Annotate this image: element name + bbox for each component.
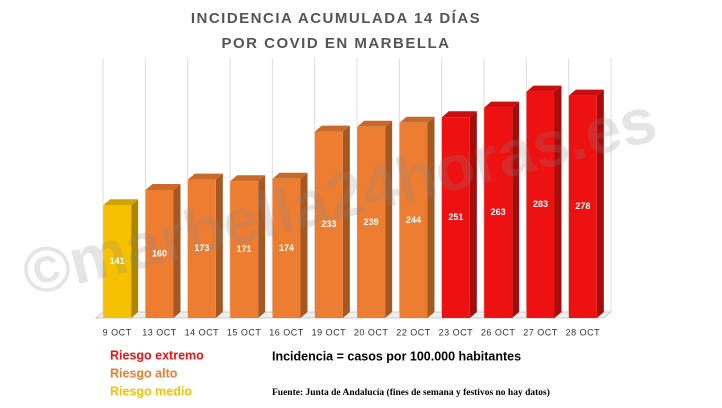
x-tick-label: 15 OCT <box>227 327 262 337</box>
bar <box>272 172 308 318</box>
bar-side <box>342 125 350 318</box>
bar-front <box>314 131 343 318</box>
data-label: 174 <box>279 243 294 253</box>
bar <box>526 85 562 318</box>
bar-front <box>357 126 386 318</box>
bar-top <box>526 85 562 92</box>
x-tick-label: 22 OCT <box>396 327 431 337</box>
data-label: 141 <box>110 256 125 266</box>
bar <box>357 120 393 318</box>
bar-top <box>145 184 181 190</box>
bar-front <box>103 205 132 318</box>
data-label: 233 <box>321 219 336 229</box>
plot-wall <box>94 58 613 319</box>
x-tick-label: 13 OCT <box>142 327 177 337</box>
bar-side <box>469 111 477 318</box>
bar-side <box>554 85 562 318</box>
bar-side <box>173 184 181 318</box>
bar <box>399 116 435 318</box>
x-tick-label: 20 OCT <box>354 327 389 337</box>
source: Fuente: Junta de Andalucía (fines de sem… <box>272 387 550 398</box>
legend-entry: Riesgo medio <box>110 384 192 398</box>
bar-top <box>314 125 350 132</box>
data-label: 160 <box>152 248 167 258</box>
data-label: 263 <box>491 207 506 217</box>
bars <box>103 85 604 318</box>
bar-front <box>568 95 597 318</box>
bar-top <box>484 101 520 108</box>
bar <box>314 125 350 318</box>
bar-front <box>399 122 428 318</box>
bar-front <box>484 107 513 318</box>
data-label: 244 <box>406 215 421 225</box>
bar-front <box>526 91 555 318</box>
bar-top <box>441 111 477 118</box>
x-tick-label: 23 OCT <box>439 327 474 337</box>
bar-front <box>187 179 216 318</box>
floor <box>94 311 613 319</box>
bar <box>230 175 266 318</box>
bar-side <box>596 89 604 318</box>
x-tick-label: 14 OCT <box>185 327 220 337</box>
data-label: 173 <box>194 243 209 253</box>
bar <box>568 89 604 318</box>
chart-title: POR COVID EN MARBELLA <box>221 35 450 52</box>
bar-top <box>230 175 266 182</box>
bar-top <box>103 199 139 206</box>
bar-top <box>568 89 604 96</box>
bar-top <box>357 120 393 127</box>
bar-side <box>131 199 139 318</box>
bar <box>103 199 139 318</box>
bar-front <box>441 117 470 318</box>
bar <box>441 111 477 318</box>
bar <box>187 173 223 318</box>
bar-side <box>385 120 393 318</box>
bar <box>145 184 181 318</box>
data-label: 251 <box>448 212 463 222</box>
note: Incidencia = casos por 100.000 habitante… <box>272 349 521 363</box>
legend-entry: Riesgo extremo <box>110 348 204 362</box>
x-tick-label: 27 OCT <box>523 327 558 337</box>
data-label: 283 <box>533 199 548 209</box>
bar-front <box>272 178 301 318</box>
bar-side <box>258 175 266 318</box>
x-tick-label: 26 OCT <box>481 327 516 337</box>
bar-side <box>300 172 308 318</box>
x-tick-label: 9 OCT <box>103 327 132 337</box>
data-label: 239 <box>364 217 379 227</box>
bar-side <box>512 101 520 318</box>
bar-side <box>215 173 223 318</box>
x-tick-label: 28 OCT <box>566 327 601 337</box>
legend-entry: Riesgo alto <box>110 366 178 380</box>
bar-top <box>272 172 308 179</box>
x-tick-label: 19 OCT <box>312 327 347 337</box>
bar-front <box>145 190 174 318</box>
data-label: 171 <box>237 244 252 254</box>
chart-title: INCIDENCIA ACUMULADA 14 DÍAS <box>191 10 481 27</box>
bar-top <box>399 116 435 123</box>
bar <box>484 101 520 318</box>
data-label: 278 <box>575 201 590 211</box>
bar-top <box>187 173 223 180</box>
bar-side <box>427 116 435 318</box>
x-tick-label: 16 OCT <box>269 327 304 337</box>
bar-front <box>230 181 259 318</box>
